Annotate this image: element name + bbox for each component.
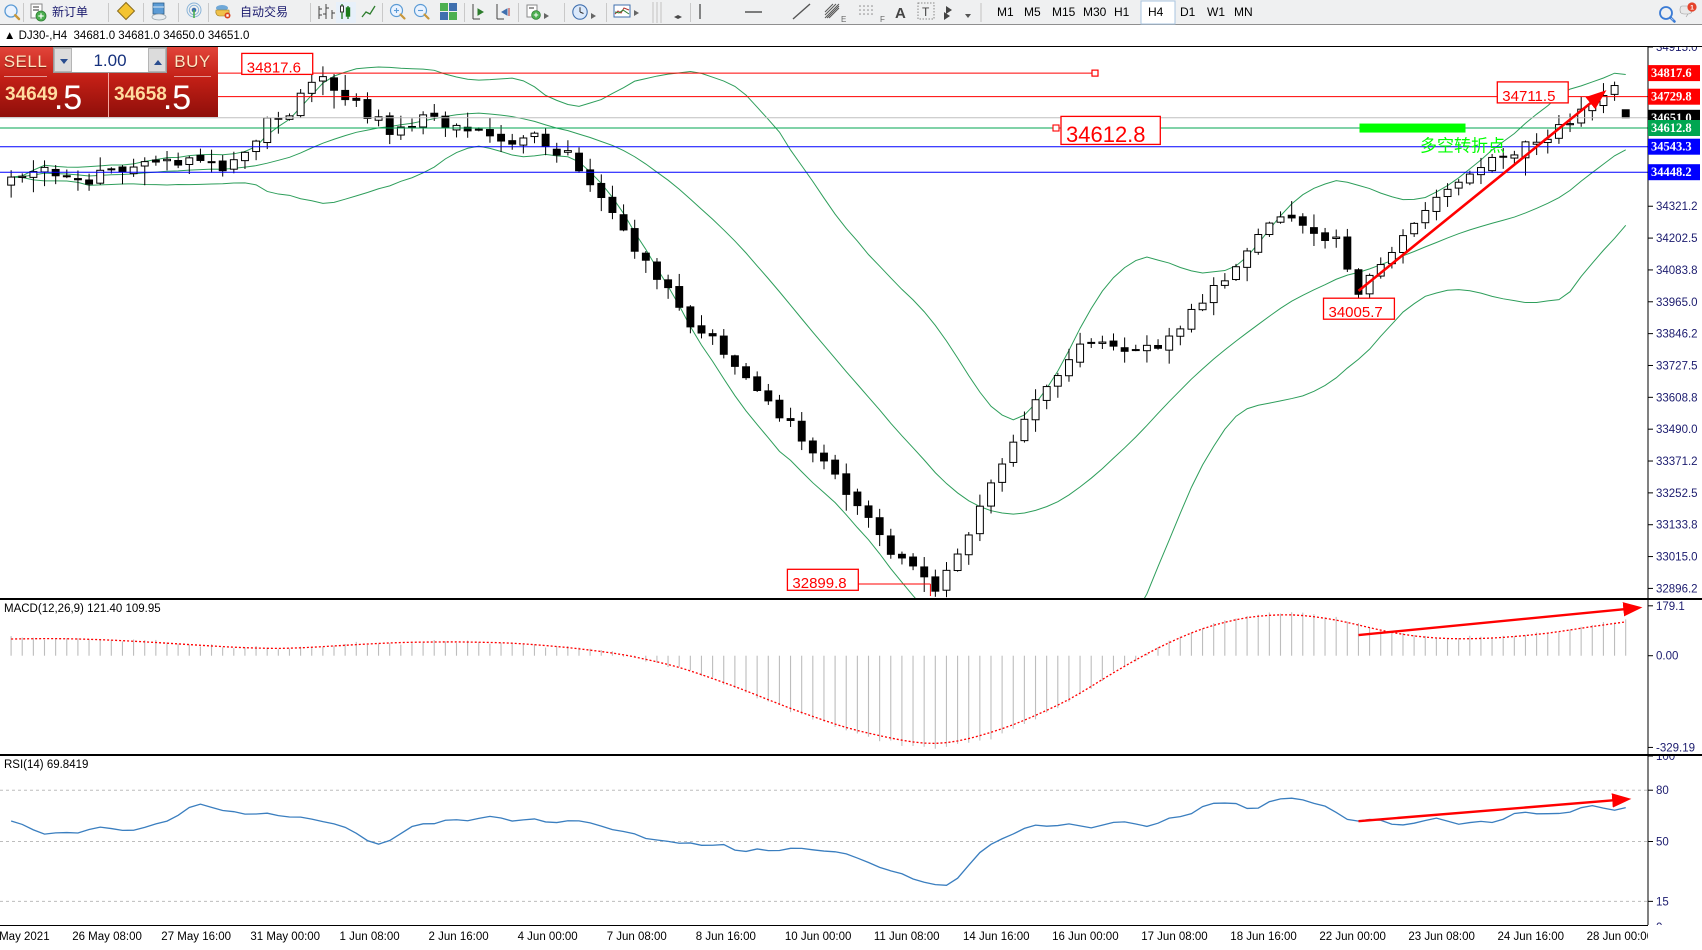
svg-text:自动交易: 自动交易 [240,4,288,19]
svg-text:34915.0: 34915.0 [1656,47,1698,54]
svg-text:34083.8: 34083.8 [1656,265,1698,277]
svg-text:M5: M5 [1024,5,1041,19]
svg-text:H1: H1 [1114,5,1130,19]
svg-text:7 Jun 08:00: 7 Jun 08:00 [607,931,667,943]
svg-text:F: F [880,15,885,24]
svg-text:0.00: 0.00 [1656,651,1678,663]
svg-text:17 Jun 08:00: 17 Jun 08:00 [1141,931,1208,943]
svg-text:33727.5: 33727.5 [1656,361,1698,373]
svg-text:34817.6: 34817.6 [1651,66,1692,80]
svg-text:W1: W1 [1207,5,1225,19]
svg-text:50: 50 [1656,837,1669,849]
svg-text:25 May 2021: 25 May 2021 [0,931,50,943]
svg-text:M15: M15 [1052,5,1076,19]
svg-text:33133.8: 33133.8 [1656,520,1698,532]
svg-text:A: A [895,5,906,22]
svg-text:D1: D1 [1180,5,1196,19]
svg-text:27 May 16:00: 27 May 16:00 [161,931,231,943]
svg-text:-329.19: -329.19 [1656,742,1695,754]
svg-text:34711.5: 34711.5 [1502,88,1555,105]
svg-text:34817.6: 34817.6 [247,59,301,76]
svg-text:14 Jun 16:00: 14 Jun 16:00 [963,931,1030,943]
svg-text:34321.2: 34321.2 [1656,201,1698,213]
svg-text:33015.0: 33015.0 [1656,552,1698,564]
svg-text:34005.7: 34005.7 [1329,304,1383,321]
svg-text:33490.0: 33490.0 [1656,424,1698,436]
svg-text:多空转折点: 多空转折点 [1420,137,1505,156]
svg-text:24 Jun 16:00: 24 Jun 16:00 [1498,931,1565,943]
svg-text:34612.8: 34612.8 [1066,122,1146,147]
svg-text:4 Jun 00:00: 4 Jun 00:00 [518,931,578,943]
svg-text:33252.5: 33252.5 [1656,488,1698,500]
svg-text:34729.8: 34729.8 [1651,90,1692,104]
svg-text:M1: M1 [997,5,1014,19]
svg-text:M30: M30 [1083,5,1107,19]
svg-text:33846.2: 33846.2 [1656,329,1698,341]
svg-text:8 Jun 16:00: 8 Jun 16:00 [696,931,756,943]
svg-text:34202.5: 34202.5 [1656,233,1698,245]
svg-text:34612.8: 34612.8 [1651,121,1692,135]
svg-text:1 Jun 08:00: 1 Jun 08:00 [340,931,400,943]
svg-text:MN: MN [1234,5,1253,19]
svg-text:33371.2: 33371.2 [1656,456,1698,468]
svg-text:32899.8: 32899.8 [792,575,846,592]
svg-text:新订单: 新订单 [52,4,88,19]
svg-text:34448.2: 34448.2 [1651,165,1692,179]
svg-text:22 Jun 00:00: 22 Jun 00:00 [1319,931,1386,943]
svg-text:2 Jun 16:00: 2 Jun 16:00 [429,931,489,943]
svg-text:10 Jun 00:00: 10 Jun 00:00 [785,931,852,943]
svg-text:32896.2: 32896.2 [1656,583,1698,595]
svg-text:16 Jun 00:00: 16 Jun 00:00 [1052,931,1119,943]
svg-text:18 Jun 16:00: 18 Jun 16:00 [1230,931,1297,943]
svg-text:100: 100 [1656,756,1675,763]
svg-text:26 May 08:00: 26 May 08:00 [72,931,142,943]
svg-text:11 Jun 08:00: 11 Jun 08:00 [874,931,940,943]
svg-text:E: E [841,15,846,24]
svg-text:1: 1 [1690,4,1694,11]
svg-text:31 May 00:00: 31 May 00:00 [250,931,320,943]
svg-text:H4: H4 [1148,5,1164,19]
svg-text:33965.0: 33965.0 [1656,297,1698,309]
svg-text:0: 0 [1656,922,1662,925]
svg-text:23 Jun 08:00: 23 Jun 08:00 [1408,931,1475,943]
svg-text:28 Jun 00:00: 28 Jun 00:00 [1587,931,1648,943]
svg-text:15: 15 [1656,896,1669,908]
svg-text:179.1: 179.1 [1656,601,1685,613]
svg-text:33608.8: 33608.8 [1656,392,1698,404]
svg-text:T: T [922,5,930,19]
svg-text:80: 80 [1656,785,1669,797]
svg-text:34543.3: 34543.3 [1651,140,1692,154]
